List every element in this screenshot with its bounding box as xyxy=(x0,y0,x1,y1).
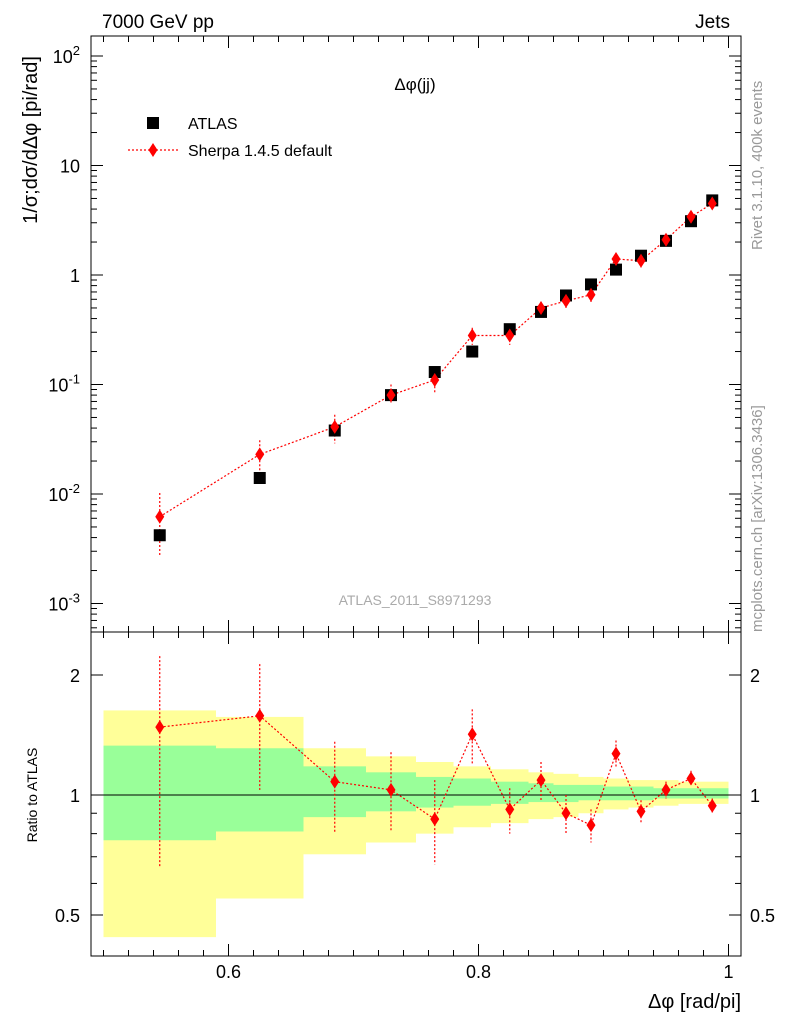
sherpa-point xyxy=(536,300,546,315)
ratio-point xyxy=(536,773,546,788)
band-inner-9 xyxy=(578,784,604,801)
rivet-version-label: Rivet 3.1.10, 400k events xyxy=(749,81,766,250)
sherpa-point xyxy=(686,209,696,224)
sherpa-point xyxy=(155,509,165,524)
legend-marker-sherpa xyxy=(148,143,158,157)
main-y-tick-label: 10-1 xyxy=(48,372,80,396)
ratio-point xyxy=(611,746,621,761)
band-inner-10 xyxy=(603,786,629,801)
axes-ticks: 0.6 0.8 1 10-3 10-2 10-1 1 10 102 0.5 0.5 1 1 2 2 xyxy=(48,36,775,982)
ratio-point xyxy=(430,812,440,827)
x-tick-label: 0.6 xyxy=(216,962,241,982)
band-inner-8 xyxy=(553,784,579,803)
sherpa-point xyxy=(255,447,265,462)
sherpa-point xyxy=(505,328,515,343)
sherpa-point xyxy=(386,388,396,403)
source-label: mcplots.cern.ch [arXiv:1306.3436] xyxy=(749,405,766,632)
legend-label-sherpa: Sherpa 1.4.5 default xyxy=(188,143,333,160)
sherpa-point xyxy=(561,293,571,308)
ratio-point xyxy=(467,727,477,742)
ratio-point xyxy=(155,720,165,735)
ratio-point xyxy=(386,782,396,797)
band-inner-13 xyxy=(678,788,704,799)
plot-title: Δφ(jj) xyxy=(394,75,435,94)
sherpa-point xyxy=(636,253,646,268)
ratio-y-tick-label-right: 0.5 xyxy=(750,906,775,926)
ratio-y-axis-label: Ratio to ATLAS xyxy=(24,748,40,843)
ratio-point xyxy=(505,802,515,817)
sherpa-point xyxy=(430,372,440,387)
sherpa-point xyxy=(586,287,596,302)
main-y-tick-label: 1 xyxy=(70,266,80,286)
atlas-point xyxy=(153,529,166,542)
legend-marker-atlas xyxy=(147,117,159,129)
header-right-label: Jets xyxy=(695,12,730,33)
x-tick-label: 0.8 xyxy=(466,962,491,982)
ratio-point xyxy=(330,774,340,789)
x-tick-label: 1 xyxy=(723,962,733,982)
sherpa-point xyxy=(611,251,621,266)
x-axis-label: Δφ [rad/pi] xyxy=(648,991,741,1013)
analysis-watermark: ATLAS_2011_S8971293 xyxy=(339,592,492,608)
ratio-point xyxy=(636,804,646,819)
main-y-tick-label: 10-3 xyxy=(48,591,80,615)
band-inner-5 xyxy=(453,778,491,806)
band-inner-14 xyxy=(703,788,729,799)
sherpa-line xyxy=(159,202,713,518)
legend: ATLAS Sherpa 1.4.5 default xyxy=(128,116,333,160)
ratio-point xyxy=(586,818,596,833)
main-y-tick-label: 10 xyxy=(60,157,80,177)
main-y-axis-label: 1/σ;dσ/dΔφ [pi/rad] xyxy=(20,56,42,224)
band-inner-11 xyxy=(628,786,654,801)
header-left-label: 7000 GeV pp xyxy=(102,12,214,33)
ratio-y-tick-label: 2 xyxy=(70,666,80,686)
legend-label-atlas: ATLAS xyxy=(188,116,238,133)
atlas-point xyxy=(585,278,597,291)
ratio-plot-area xyxy=(91,656,741,938)
ratio-point xyxy=(707,798,717,813)
sherpa-point xyxy=(707,196,717,211)
ratio-point xyxy=(561,806,571,821)
ratio-point xyxy=(686,771,696,786)
ratio-panel-frame xyxy=(90,631,742,957)
ratio-y-tick-label-right: 2 xyxy=(750,666,760,686)
atlas-point xyxy=(428,366,441,379)
atlas-point xyxy=(253,471,266,484)
ratio-point xyxy=(661,782,671,797)
sherpa-point xyxy=(330,419,340,434)
atlas-point xyxy=(610,263,622,276)
ratio-y-tick-label-right: 1 xyxy=(750,786,760,806)
sherpa-point xyxy=(661,232,671,247)
main-y-tick-label: 10-2 xyxy=(48,481,80,505)
main-plot-area xyxy=(153,194,719,557)
atlas-point xyxy=(466,345,479,358)
band-inner-7 xyxy=(528,783,554,803)
sherpa-point xyxy=(467,328,477,343)
main-y-tick-label: 102 xyxy=(53,43,80,67)
ratio-y-tick-label: 0.5 xyxy=(55,906,80,926)
ratio-point xyxy=(255,708,265,723)
ratio-y-tick-label: 1 xyxy=(70,786,80,806)
